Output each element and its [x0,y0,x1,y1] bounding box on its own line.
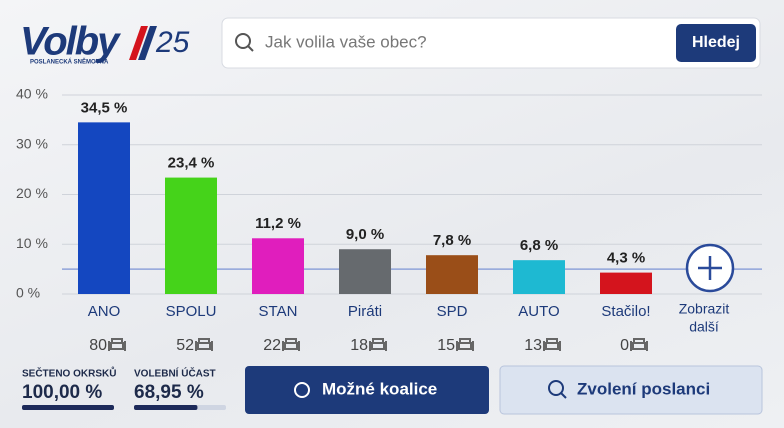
seats-count: 18 [350,337,368,354]
chart: 0 % 10 % 20 % 30 % 40 % 34,5 % ANO 80 23,4 % SPOL… [16,86,762,354]
logo-subtitle: POSLANECKÁ SNĚMOVNA [30,58,109,66]
y-tick-label: 30 % [16,135,48,151]
x-tick-label[interactable]: Stačilo! [601,303,650,320]
x-tick-label[interactable]: Piráti [348,303,382,320]
seat-icon [369,338,387,351]
bar [426,255,478,294]
value-label: 11,2 % [255,215,301,232]
progress [22,405,226,410]
x-tick-label[interactable]: AUTO [518,303,559,320]
coalitions-button[interactable] [245,366,489,414]
y-tick-label: 20 % [16,185,48,201]
y-tick-label: 40 % [16,86,48,102]
seat-icon [543,338,561,351]
deputies-button[interactable] [499,365,763,415]
seats-count: 15 [437,337,455,354]
seat-icon [456,338,474,351]
value-label: 23,4 % [168,155,215,172]
seats-count: 0 [620,337,629,354]
value-label: 6,8 % [520,237,558,254]
search-icon [235,33,251,49]
stat-title: VOLEBNÍ ÚČAST [134,367,216,380]
value-label: 4,3 % [607,250,645,267]
seats-count: 80 [89,337,107,354]
seat-icon [108,338,126,351]
search-button[interactable] [676,24,756,62]
logo-slash [129,26,148,60]
more-label: další [689,319,719,335]
progress-fill [134,405,198,410]
bar [600,272,652,294]
coalitions-icon [294,382,310,398]
bar [165,177,217,294]
search-icon [247,45,254,52]
stat-value: 68,95 % [134,382,204,403]
x-tick-label[interactable]: ANO [88,303,121,320]
x-tick-label[interactable]: STAN [259,303,298,320]
seats-count: 52 [176,337,194,354]
progress-fill [22,405,114,410]
logo: Volby [20,20,121,64]
value-label: 9,0 % [346,226,384,243]
y-tick-label: 10 % [16,235,48,251]
bar [513,260,565,294]
deputies-icon [560,392,567,399]
logo-slash [138,26,157,60]
deputies-icon [548,380,564,396]
bar [78,122,130,294]
seats-count: 13 [524,337,542,354]
seats-count: 22 [263,337,281,354]
search-button-label: Hledej [692,34,740,51]
value-label: 7,8 % [433,232,471,249]
value-label: 34,5 % [81,99,128,116]
stat-title: SEČTENO OKRSKŮ [22,366,116,380]
bar [339,249,391,294]
deputies-label: Zvolení poslanci [577,379,710,398]
x-tick-label[interactable]: SPD [437,303,468,320]
y-tick-label: 0 % [16,285,40,301]
more-label: Zobrazit [679,301,730,317]
x-tick-label[interactable]: SPOLU [166,303,217,320]
search-box[interactable] [221,17,761,69]
search-placeholder: Jak volila vaše obec? [265,32,427,51]
seat-icon [195,338,213,351]
bar [252,238,304,294]
seat-icon [282,338,300,351]
stat-value: 100,00 % [22,382,102,403]
logo-number: 25 [155,26,190,59]
coalitions-label: Možné koalice [322,379,437,398]
seat-icon [630,338,648,351]
